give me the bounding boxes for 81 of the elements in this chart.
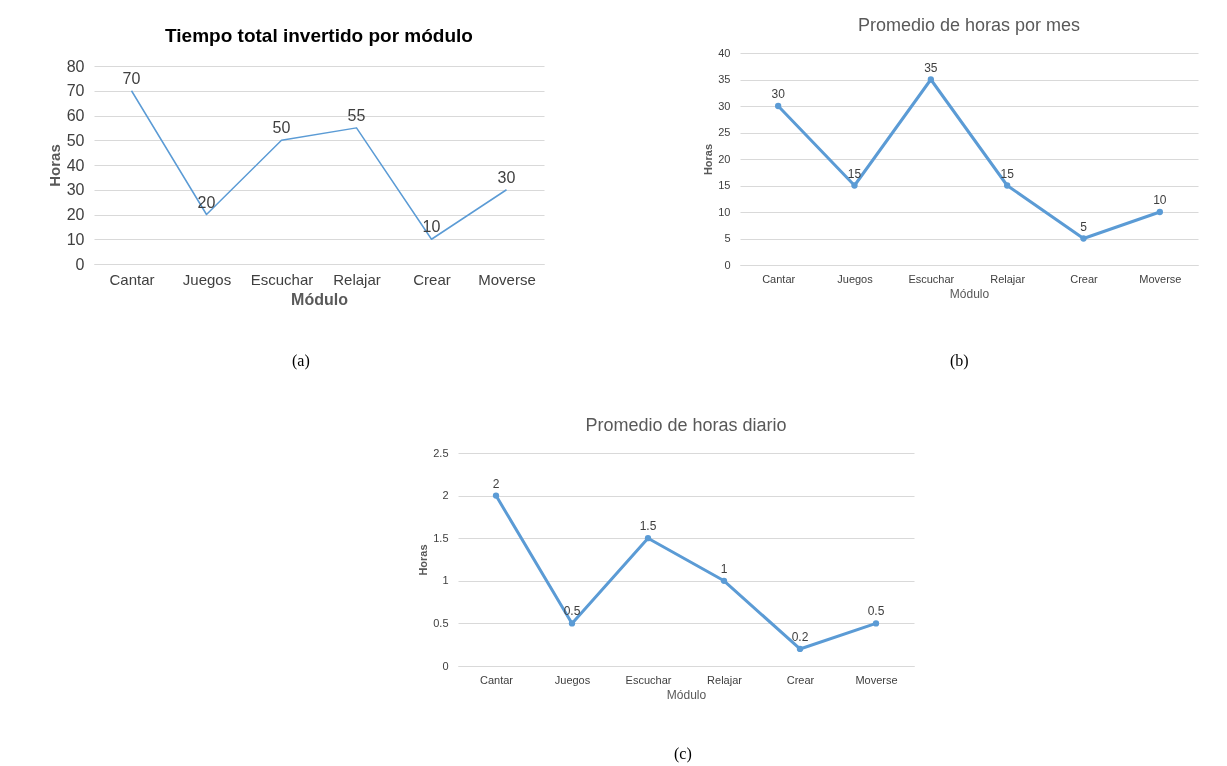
y-tick-label: 80 — [66, 57, 85, 75]
x-tick-label: Juegos — [182, 270, 232, 288]
point — [851, 182, 858, 189]
y-tick-label: 70 — [66, 82, 85, 100]
point — [644, 535, 652, 542]
y-tick-label: 20 — [66, 206, 85, 223]
text: (b) — [950, 352, 969, 370]
text: (a) — [292, 352, 310, 370]
data-label: 0.2 — [791, 629, 809, 644]
chart-title: Promedio de horas diario — [585, 415, 787, 435]
data-label: 15 — [847, 166, 862, 181]
point — [775, 102, 782, 110]
data-label: 15 — [1000, 166, 1015, 181]
data-label: 2 — [492, 476, 500, 491]
x-tick-label: Relajar — [333, 270, 381, 288]
chart-title: Tiempo total invertido por módulo — [165, 25, 473, 46]
x-tick-label: Juegos — [554, 673, 591, 686]
x-tick-label: Crear — [413, 270, 451, 288]
point — [492, 492, 500, 499]
point — [796, 645, 804, 653]
y-tick-label: 2.5 — [433, 446, 449, 459]
data-label: 30 — [497, 168, 516, 186]
point — [1004, 182, 1011, 189]
x-tick-label: Relajar — [990, 272, 1026, 285]
chart-title: Promedio de horas por mes — [857, 15, 1081, 35]
point — [927, 76, 934, 83]
point — [720, 577, 728, 584]
y-axis-title: Horas — [702, 143, 715, 176]
x-axis-title: Módulo — [666, 687, 707, 702]
point — [872, 620, 880, 627]
x-tick-label: Escuchar — [250, 270, 314, 288]
x-tick-label: Cantar — [762, 272, 796, 285]
data-label: 10 — [1153, 193, 1167, 207]
x-tick-label: Crear — [1070, 272, 1099, 285]
x-tick-label: Escuchar — [908, 272, 955, 285]
y-tick-label: 0 — [724, 258, 731, 271]
x-tick-label: Moverse — [1139, 272, 1182, 285]
data-label: 55 — [347, 106, 366, 124]
y-tick-label: 30 — [66, 181, 85, 199]
y-tick-label: 0.5 — [433, 616, 449, 629]
data-label: 35 — [924, 60, 938, 75]
y-tick-label: 40 — [718, 46, 731, 59]
x-tick-label: Moverse — [855, 673, 898, 686]
y-tick-label: 20 — [718, 152, 731, 165]
y-tick-label: 25 — [718, 126, 731, 138]
y-tick-label: 0 — [75, 255, 85, 273]
data-label: 50 — [272, 119, 291, 137]
x-tick-label: Cantar — [109, 270, 155, 288]
x-axis-title: Módulo — [291, 290, 349, 308]
x-tick-label: Crear — [786, 673, 815, 686]
y-tick-label: 40 — [66, 156, 85, 174]
x-axis-title: Módulo — [949, 286, 990, 301]
y-tick-label: 15 — [718, 179, 731, 191]
y-tick-label: 10 — [66, 230, 85, 248]
point — [1156, 208, 1163, 216]
data-label: 30 — [771, 87, 786, 101]
y-tick-label: 1.5 — [433, 531, 449, 544]
x-tick-label: Escuchar — [625, 673, 672, 686]
data-label: 5 — [1080, 219, 1088, 234]
y-tick-label: 1 — [442, 574, 449, 587]
y-tick-label: 10 — [718, 205, 731, 218]
point — [568, 620, 576, 627]
x-tick-label: Moverse — [478, 270, 536, 288]
x-tick-label: Relajar — [707, 673, 743, 686]
y-tick-label: 30 — [718, 99, 731, 112]
y-tick-label: 60 — [66, 107, 85, 124]
y-tick-label: 50 — [66, 131, 85, 149]
data-label: 1.5 — [639, 519, 657, 534]
text: (c) — [674, 745, 692, 763]
x-tick-label: Juegos — [837, 272, 874, 285]
y-tick-label: 0 — [442, 659, 449, 672]
y-tick-label: 35 — [718, 73, 731, 85]
data-label: 0.5 — [867, 604, 885, 619]
point — [1080, 235, 1087, 242]
y-axis-title: Horas — [417, 544, 430, 576]
data-label: 20 — [197, 193, 216, 211]
y-axis-title: Horas — [45, 144, 63, 187]
data-label: 70 — [122, 69, 141, 87]
y-tick-label: 5 — [724, 232, 731, 244]
y-tick-label: 2 — [442, 489, 449, 502]
x-tick-label: Cantar — [479, 673, 514, 686]
